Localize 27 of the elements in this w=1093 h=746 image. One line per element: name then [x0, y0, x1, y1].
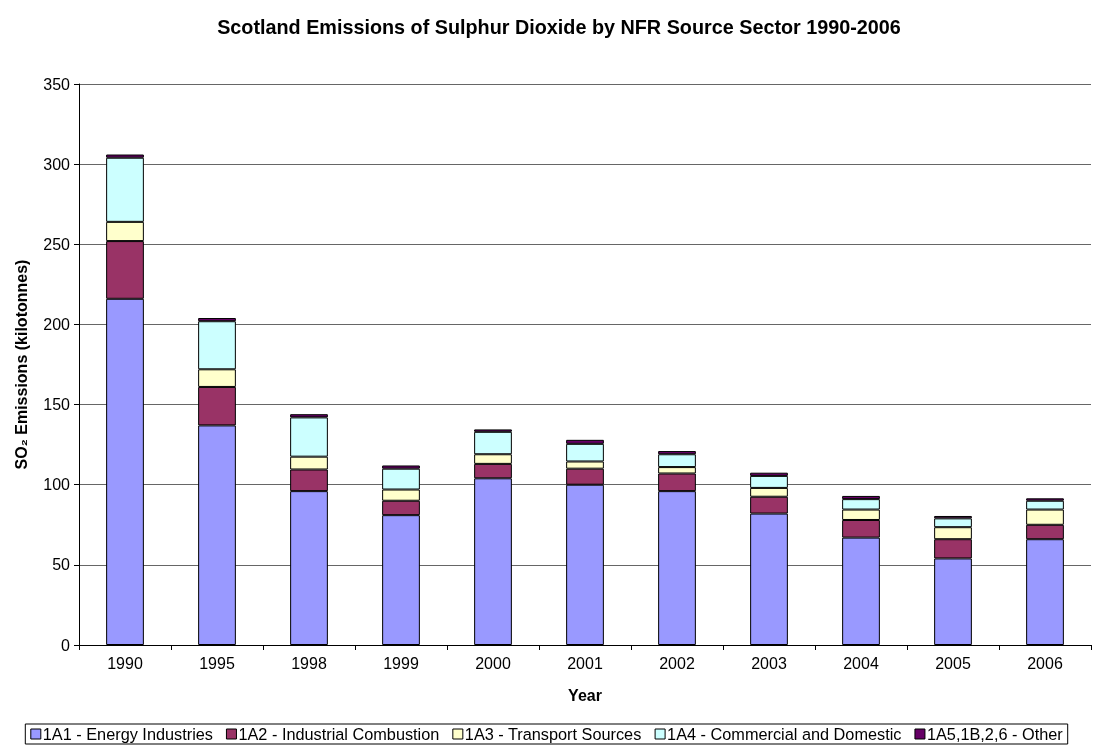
y-tick-label: 100: [43, 476, 71, 494]
x-tick-label: 2000: [475, 654, 511, 672]
x-axis-title: Year: [568, 686, 602, 704]
x-tick-label: 1990: [107, 654, 143, 672]
x-tick-label: 1995: [199, 654, 235, 672]
y-tick-label: 300: [43, 155, 71, 173]
y-tick-label: 200: [43, 315, 71, 333]
x-tick-label: 1998: [291, 654, 327, 672]
y-axis-title: SO₂ Emissions (kilotonnes): [12, 259, 30, 470]
y-tick-label: 150: [43, 396, 71, 414]
y-tick-label: 0: [61, 636, 71, 654]
legend-label: 1A4 - Commercial and Domestic: [667, 725, 902, 743]
x-tick-label: 2001: [567, 654, 603, 672]
chart-title: Scotland Emissions of Sulphur Dioxide by NFR Source Sector 1990-2006: [217, 16, 901, 38]
x-tick-label: 1999: [383, 654, 419, 672]
legend-label: 1A3 - Transport Sources: [464, 725, 642, 743]
legend-label: 1A5,1B,2,6 - Other: [926, 725, 1064, 743]
x-tick-label: 2006: [1027, 654, 1063, 672]
legend-label: 1A1 - Energy Industries: [42, 725, 213, 743]
y-tick-label: 350: [43, 75, 71, 93]
x-tick-label: 2005: [935, 654, 971, 672]
legend-label: 1A2 - Industrial Combustion: [238, 725, 440, 743]
y-tick-label: 50: [52, 556, 71, 574]
y-tick-label: 250: [43, 235, 71, 253]
x-tick-label: 2003: [751, 654, 787, 672]
x-tick-label: 2002: [659, 654, 695, 672]
x-tick-label: 2004: [843, 654, 879, 672]
